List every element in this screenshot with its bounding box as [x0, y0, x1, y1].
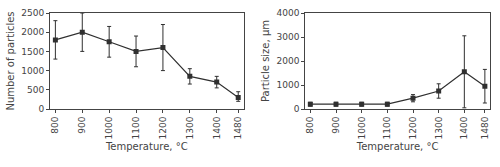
svg-text:0: 0 — [294, 104, 300, 114]
svg-text:1300: 1300 — [434, 116, 444, 139]
svg-text:800: 800 — [50, 116, 60, 133]
svg-text:Temperature, °C: Temperature, °C — [105, 141, 188, 152]
svg-text:1000: 1000 — [104, 116, 114, 139]
svg-text:Particle size, μm: Particle size, μm — [260, 20, 271, 102]
svg-text:2000: 2000 — [21, 27, 44, 37]
svg-text:1300: 1300 — [185, 116, 195, 139]
svg-text:1100: 1100 — [382, 116, 392, 139]
svg-text:3000: 3000 — [276, 32, 299, 42]
svg-text:500: 500 — [27, 85, 44, 95]
svg-text:1400: 1400 — [459, 116, 469, 139]
svg-text:1200: 1200 — [158, 116, 168, 139]
svg-text:2500: 2500 — [21, 8, 44, 18]
svg-text:800: 800 — [305, 116, 315, 133]
svg-text:1000: 1000 — [276, 80, 299, 90]
svg-text:1000: 1000 — [21, 66, 44, 76]
svg-text:1480: 1480 — [480, 116, 490, 139]
svg-text:Temperature, °C: Temperature, °C — [356, 141, 439, 152]
svg-text:900: 900 — [77, 116, 87, 133]
svg-text:1480: 1480 — [233, 116, 243, 139]
svg-text:900: 900 — [331, 116, 341, 133]
svg-text:Number of particles: Number of particles — [5, 11, 16, 110]
svg-text:4000: 4000 — [276, 8, 299, 18]
svg-text:0: 0 — [38, 104, 44, 114]
svg-text:1400: 1400 — [212, 116, 222, 139]
svg-text:1000: 1000 — [357, 116, 367, 139]
svg-text:1500: 1500 — [21, 47, 44, 57]
svg-text:1100: 1100 — [131, 116, 141, 139]
svg-text:1200: 1200 — [408, 116, 418, 139]
svg-text:2000: 2000 — [276, 56, 299, 66]
